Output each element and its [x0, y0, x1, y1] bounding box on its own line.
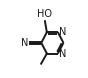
Text: HO: HO [37, 9, 52, 19]
Text: N: N [21, 38, 29, 48]
Text: N: N [59, 27, 67, 37]
Text: N: N [59, 49, 67, 59]
